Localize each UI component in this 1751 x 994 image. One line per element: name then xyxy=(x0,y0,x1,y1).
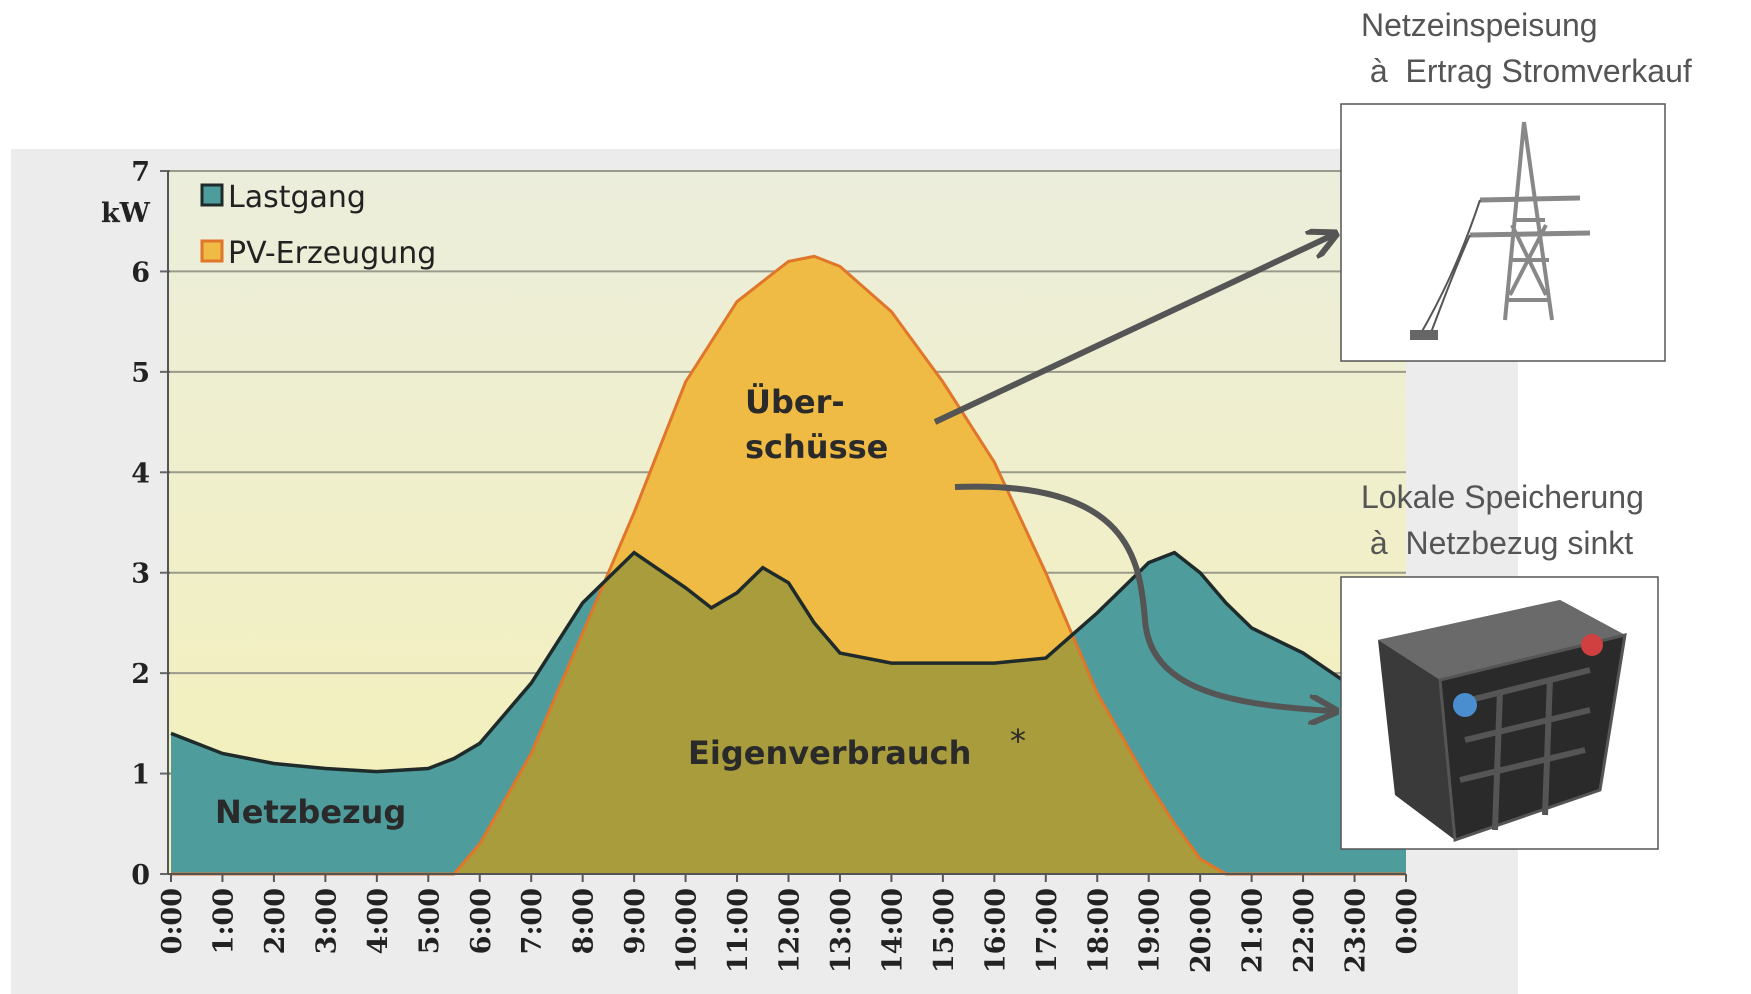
x-tick-label: 21:00 xyxy=(1238,888,1269,973)
note-title: Lokale Speicherung xyxy=(1361,479,1644,515)
note-title: Netzeinspeisung xyxy=(1361,7,1598,43)
x-tick-label: 3:00 xyxy=(311,888,342,954)
annotation: * xyxy=(1010,722,1026,760)
x-tick-label: 0:00 xyxy=(1392,888,1423,954)
annotation: Eigenverbrauch xyxy=(688,734,971,772)
x-tick-label: 6:00 xyxy=(466,888,497,954)
note-subtitle: à Netzbezug sinkt xyxy=(1361,525,1633,561)
x-tick-label: 12:00 xyxy=(775,888,806,973)
y-axis-label: kW xyxy=(101,198,151,229)
legend-swatch xyxy=(200,239,224,263)
y-tick-label: 2 xyxy=(131,659,150,690)
legend-swatch xyxy=(200,183,224,207)
x-tick-label: 19:00 xyxy=(1135,888,1166,973)
x-tick-label: 23:00 xyxy=(1341,888,1372,973)
legend-label: Lastgang xyxy=(228,180,366,215)
x-tick-label: 13:00 xyxy=(826,888,857,973)
x-tick-label: 2:00 xyxy=(260,888,291,954)
x-tick-label: 8:00 xyxy=(569,888,600,954)
y-tick-label: 5 xyxy=(131,358,150,389)
x-tick-label: 11:00 xyxy=(723,888,754,973)
arrow xyxy=(933,235,1333,425)
y-tick-label: 7 xyxy=(131,157,150,188)
line xyxy=(170,550,1407,774)
annotation: Über- xyxy=(745,383,845,421)
x-tick-label: 15:00 xyxy=(929,888,960,973)
y-tick-label: 1 xyxy=(131,760,150,791)
note-subtitle: à Ertrag Stromverkauf xyxy=(1361,53,1692,89)
x-tick-label: 16:00 xyxy=(980,888,1011,973)
x-tick-label: 20:00 xyxy=(1186,888,1217,973)
chart: 0 1 2 3 4 5 6 7 kW 0:00 1:00 2:00 3:00 4:00 5:00 6:00 7:… xyxy=(101,157,1423,973)
pylon-icon xyxy=(1410,121,1591,340)
x-tick-label: 18:00 xyxy=(1083,888,1114,973)
x-tick-label: 10:00 xyxy=(672,888,703,973)
battery-icon xyxy=(1378,600,1627,843)
annotation: schüsse xyxy=(745,428,888,466)
annotation: Netzbezug xyxy=(215,793,406,831)
legend-label: PV-Erzeugung xyxy=(228,236,436,271)
x-tick-label: 4:00 xyxy=(363,888,394,954)
x-tick-label: 1:00 xyxy=(208,888,239,954)
pylon-box xyxy=(1340,103,1666,362)
x-tick-label: 22:00 xyxy=(1289,888,1320,973)
y-tick-label: 3 xyxy=(131,559,150,590)
y-tick-label: 0 xyxy=(131,860,150,891)
y-tick-label: 6 xyxy=(131,257,150,288)
x-tick-label: 17:00 xyxy=(1032,888,1063,973)
x-tick-label: 14:00 xyxy=(877,888,908,973)
y-tick-label: 4 xyxy=(131,458,150,489)
x-tick-label: 7:00 xyxy=(517,888,548,954)
x-tick-label: 0:00 xyxy=(157,888,188,954)
x-tick-label: 5:00 xyxy=(414,888,445,954)
arrow xyxy=(954,483,1333,711)
x-tick-label: 9:00 xyxy=(620,888,651,954)
